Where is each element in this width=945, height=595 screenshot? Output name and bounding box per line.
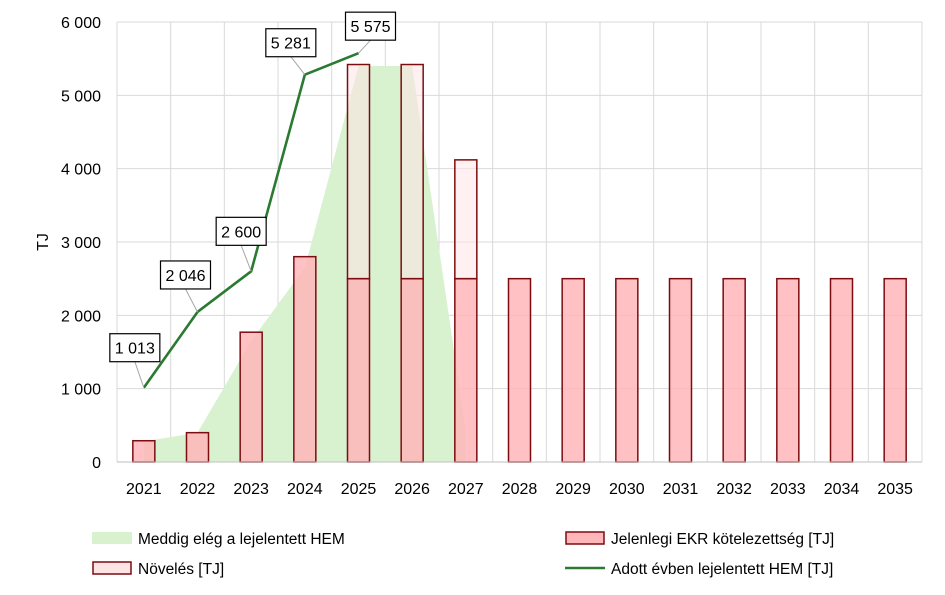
- y-tick-label: 1 000: [61, 382, 101, 399]
- data-label: 5 281: [271, 36, 311, 53]
- x-tick-label: 2027: [448, 481, 484, 498]
- bar-ekr-2025: [346, 277, 371, 463]
- x-tick-label: 2023: [233, 481, 269, 498]
- x-tick-label: 2026: [394, 481, 430, 498]
- x-tick-label: 2024: [287, 481, 323, 498]
- bar-ekr-2028: [507, 277, 532, 463]
- x-tick-label: 2031: [663, 481, 699, 498]
- bar-ekr-2027: [454, 277, 478, 463]
- axes: 0 1 000 2 000 3 000 4 000 5 000 6 000 2021 2022 2…: [61, 15, 922, 498]
- bar-ekr-2030: [615, 277, 639, 463]
- bar-ekr-2024: [293, 255, 317, 463]
- bar-series: [132, 63, 907, 463]
- bar-ekr-2029: [561, 277, 585, 463]
- bar-ekr-2026: [400, 277, 424, 463]
- data-labels: 1 013 2 046 2 600 5 281 5 575: [109, 11, 397, 388]
- data-label-box: [159, 260, 212, 290]
- y-axis-title: TJ: [35, 233, 52, 251]
- data-label-box: [215, 216, 267, 246]
- legend-label: Meddig elég a lejelentett HEM: [138, 531, 345, 548]
- bar-ekr-2023: [239, 331, 263, 463]
- bar-ekr-2034: [829, 277, 854, 463]
- label-leader-line: [185, 288, 198, 313]
- data-label-box: [265, 28, 317, 58]
- x-tick-label: 2021: [126, 481, 162, 498]
- legend-swatch-bar: [92, 561, 132, 575]
- data-label-box: [344, 11, 397, 41]
- y-tick-label: 4 000: [61, 162, 101, 179]
- y-tick-label: 2 000: [61, 308, 101, 325]
- data-label: 2 046: [165, 268, 205, 285]
- data-label: 1 013: [115, 341, 155, 358]
- label-leader-line: [134, 361, 145, 388]
- x-tick-label: 2028: [502, 481, 538, 498]
- y-tick-label: 0: [92, 455, 101, 472]
- label-leader-line: [290, 56, 306, 76]
- label-leader-line: [240, 245, 252, 272]
- bar-noveles-2025: [346, 63, 371, 280]
- legend-swatch-area: [92, 532, 132, 544]
- bar-ekr-2033: [776, 277, 800, 463]
- area-meddig-eleg: [143, 66, 466, 462]
- x-tick-label: 2022: [180, 481, 216, 498]
- bar-ekr-2031: [668, 277, 693, 463]
- bar-noveles-2026: [400, 63, 424, 280]
- legend-label: Növelés [TJ]: [138, 561, 224, 578]
- legend-label: Adott évben lejelentett HEM [TJ]: [611, 561, 833, 578]
- bar-ekr-2032: [722, 277, 746, 463]
- y-tick-label: 6 000: [61, 15, 101, 32]
- legend-label: Jelenlegi EKR kötelezettség [TJ]: [611, 531, 834, 548]
- data-label: 2 600: [221, 224, 261, 241]
- bar-noveles-2027: [454, 159, 478, 280]
- x-tick-label: 2035: [877, 481, 913, 498]
- x-tick-label: 2030: [609, 481, 645, 498]
- bar-ekr-2035: [883, 277, 907, 463]
- area-series: [143, 66, 466, 462]
- x-tick-label: 2029: [555, 481, 591, 498]
- x-tick-label: 2032: [716, 481, 752, 498]
- y-tick-label: 3 000: [61, 235, 101, 252]
- label-leader-line: [358, 39, 371, 54]
- data-label: 5 575: [350, 19, 390, 36]
- bar-ekr-2022: [185, 431, 210, 463]
- legend: Meddig elég a lejelentett HEM Jelenlegi E…: [92, 531, 834, 578]
- y-tick-label: 5 000: [61, 88, 101, 105]
- bar-ekr-2021: [132, 439, 156, 463]
- x-tick-label: 2033: [770, 481, 806, 498]
- x-tick-label: 2034: [824, 481, 860, 498]
- x-tick-label: 2025: [341, 481, 377, 498]
- legend-swatch-bar: [565, 531, 605, 545]
- data-label-box: [109, 333, 161, 363]
